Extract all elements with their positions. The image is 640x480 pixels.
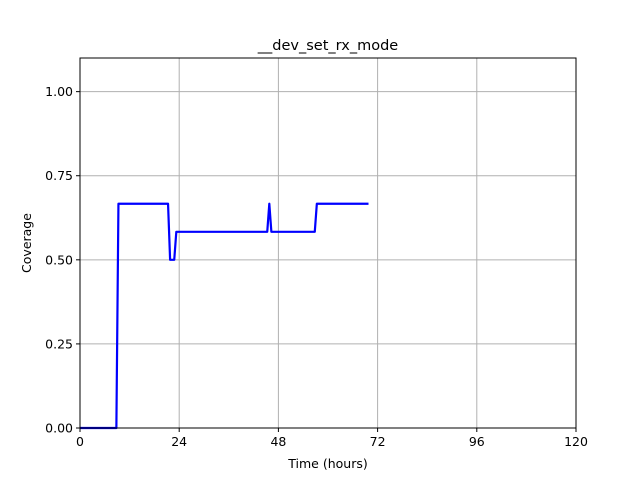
x-tick-label: 120: [564, 434, 588, 449]
x-tick-label: 24: [171, 434, 187, 449]
y-tick-label: 0.25: [45, 336, 73, 351]
chart-title: __dev_set_rx_mode: [257, 38, 398, 54]
coverage-line: [80, 202, 369, 430]
x-tick-label: 72: [370, 434, 386, 449]
plot-area: [80, 58, 576, 428]
x-tick-label: 96: [469, 434, 485, 449]
x-tick-label: 48: [270, 434, 286, 449]
plot-frame: [79, 57, 577, 429]
x-axis-label: Time (hours): [287, 456, 367, 471]
y-axis-label: Coverage: [19, 213, 34, 273]
x-tick-label: 0: [76, 434, 84, 449]
series-layer: [80, 202, 369, 430]
grid-lines: [79, 58, 577, 429]
y-tick-label: 1.00: [45, 84, 73, 99]
y-tick-label: 0.50: [45, 252, 73, 267]
y-tick-label: 0.00: [45, 421, 73, 436]
axis-ticks: 0 24 48 72 96 120 0.00 0.25 0.50 0.75 1.00: [45, 84, 588, 449]
y-tick-label: 0.75: [45, 168, 73, 183]
